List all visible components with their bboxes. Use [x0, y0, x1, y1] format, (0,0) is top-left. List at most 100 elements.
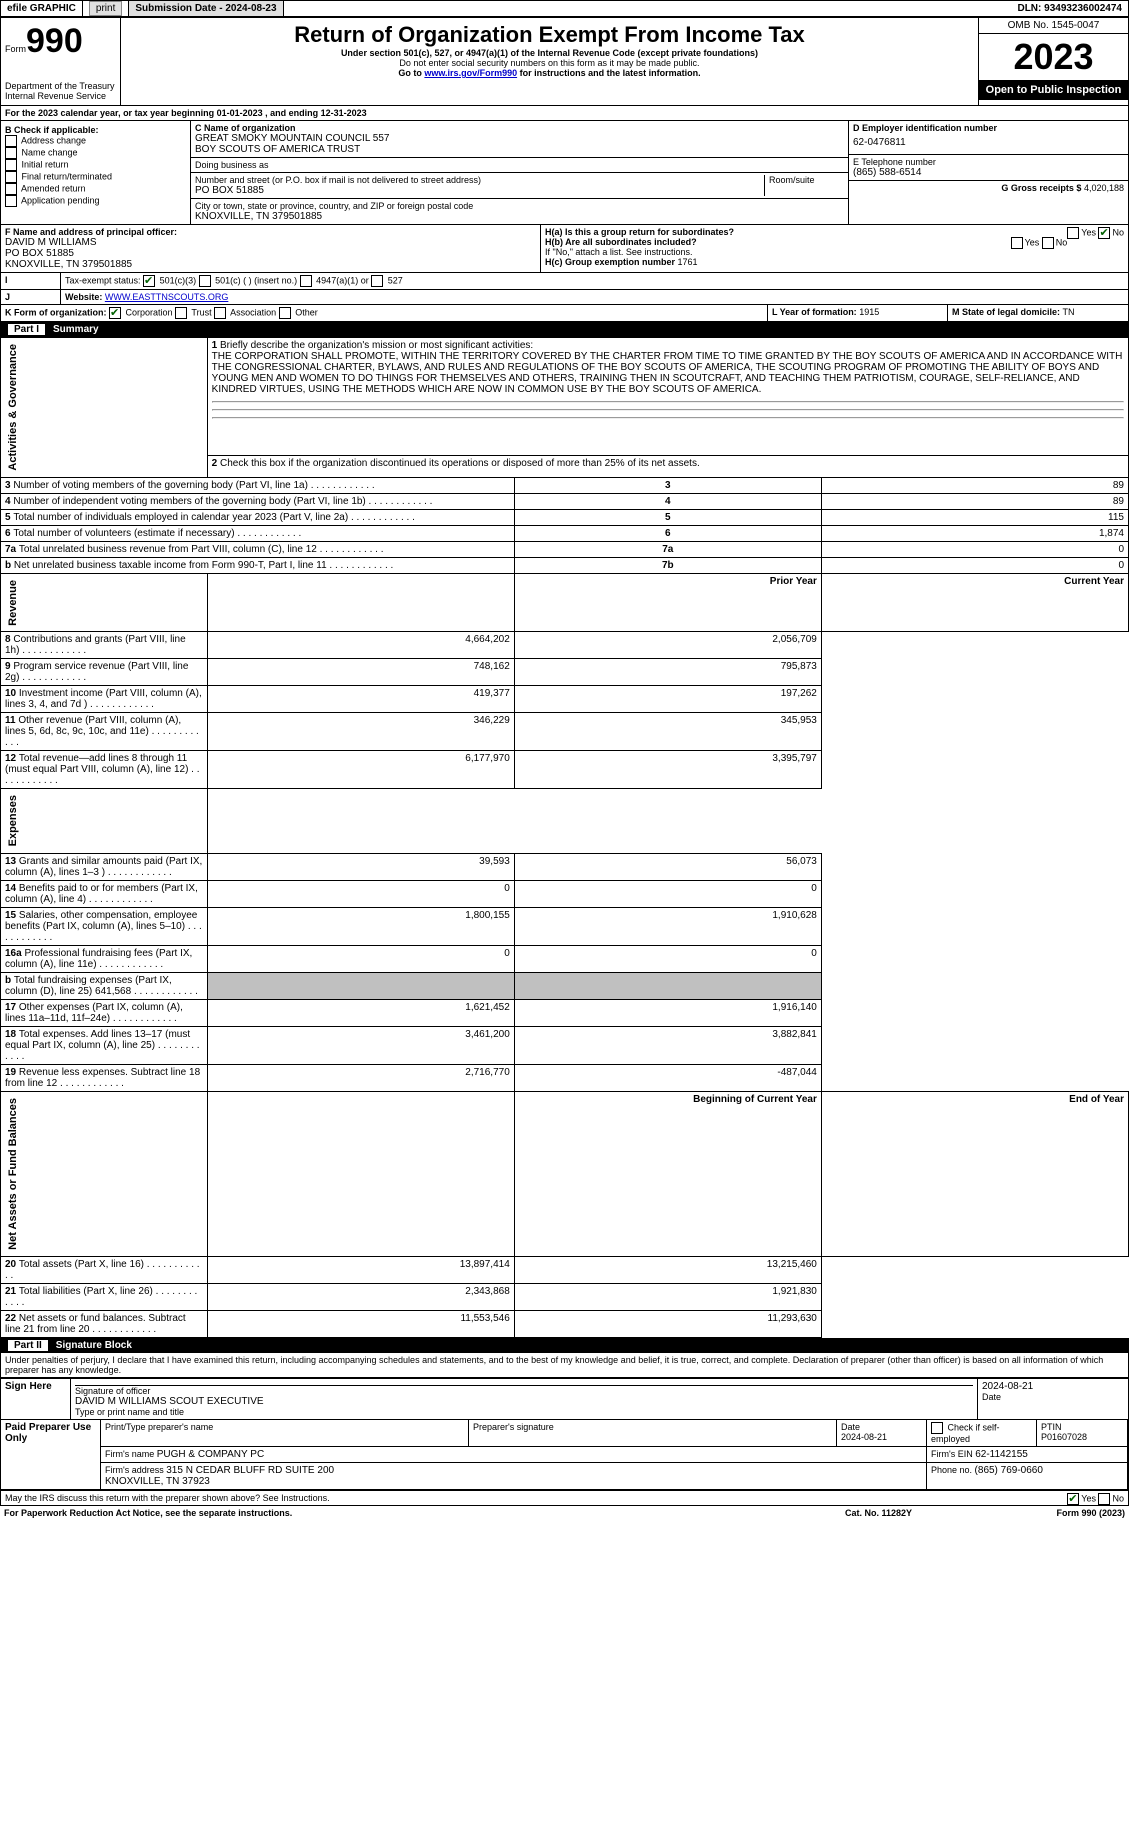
addr-label: Number and street (or P.O. box if mail i… [195, 175, 764, 185]
summary-table: Activities & Governance 1 Briefly descri… [0, 337, 1129, 1338]
irs-link[interactable]: www.irs.gov/Form990 [424, 68, 517, 78]
officer-label: F Name and address of principal officer: [5, 227, 536, 237]
box-b-option[interactable]: Amended return [5, 183, 186, 195]
form-title: Return of Organization Exempt From Incom… [125, 22, 974, 48]
dba-label: Doing business as [191, 158, 848, 173]
side-activities: Activities & Governance [5, 340, 21, 475]
table-row: 15 Salaries, other compensation, employe… [1, 907, 1129, 945]
table-row: 9 Program service revenue (Part VIII, li… [1, 659, 1129, 686]
header-boxes: B Check if applicable: Address change Na… [0, 121, 1129, 225]
sign-here: Sign Here [1, 1379, 71, 1419]
box-h: H(a) Is this a group return for subordin… [541, 225, 1128, 272]
line-j: J Website: WWW.EASTTNSCOUTS.ORG [0, 290, 1129, 305]
box-b-option[interactable]: Final return/terminated [5, 171, 186, 183]
phone-label: E Telephone number [853, 157, 1124, 167]
ha-label: H(a) Is this a group return for subordin… [545, 227, 734, 237]
phone: (865) 588-6514 [853, 167, 1124, 178]
box-fh: F Name and address of principal officer:… [0, 225, 1129, 273]
box-b-option[interactable]: Name change [5, 147, 186, 159]
table-row: b Net unrelated business taxable income … [1, 557, 1129, 573]
form-label: Form [5, 44, 26, 54]
subtitle-1: Under section 501(c), 527, or 4947(a)(1)… [125, 48, 974, 58]
table-row: 10 Investment income (Part VIII, column … [1, 686, 1129, 713]
discuss-row: May the IRS discuss this return with the… [0, 1491, 1129, 1506]
hdr-beg: Beginning of Current Year [514, 1091, 821, 1256]
table-row: 11 Other revenue (Part VIII, column (A),… [1, 713, 1129, 751]
table-row: 7a Total unrelated business revenue from… [1, 541, 1129, 557]
hc-label: H(c) Group exemption number [545, 257, 678, 267]
box-b: B Check if applicable: Address change Na… [1, 121, 191, 224]
part2-header: Part IISignature Block [0, 1338, 1129, 1353]
line-klm: K Form of organization: Corporation Trus… [0, 305, 1129, 322]
ein: 62-0476811 [853, 133, 1124, 152]
table-row: 21 Total liabilities (Part X, line 26)2,… [1, 1283, 1129, 1310]
paid-preparer: Paid Preparer Use Only [1, 1420, 101, 1489]
box-b-title: B Check if applicable: [5, 125, 186, 135]
prep-sig-label: Preparer's signature [469, 1420, 837, 1446]
q1-label: Briefly describe the organization's miss… [220, 340, 533, 351]
city-label: City or town, state or province, country… [195, 201, 844, 211]
hdr-curr: Current Year [821, 573, 1128, 632]
efile-label: efile GRAPHIC [1, 1, 83, 16]
table-row: b Total fundraising expenses (Part IX, c… [1, 972, 1129, 999]
gross-receipts: G Gross receipts $ 4,020,188 [849, 181, 1128, 195]
dln: DLN: 93493236002474 [1011, 1, 1128, 16]
part1-header: Part ISummary [0, 322, 1129, 337]
hdr-end: End of Year [821, 1091, 1128, 1256]
form-org-label: K Form of organization: [5, 307, 107, 317]
box-b-option[interactable]: Initial return [5, 159, 186, 171]
city: KNOXVILLE, TN 379501885 [195, 211, 844, 222]
q2-label: Check this box if the organization disco… [220, 458, 700, 469]
submission-date: Submission Date - 2024-08-23 [129, 1, 283, 16]
table-row: 17 Other expenses (Part IX, column (A), … [1, 999, 1129, 1026]
open-to-public: Open to Public Inspection [979, 80, 1128, 100]
table-row: 4 Number of independent voting members o… [1, 493, 1129, 509]
addr: PO BOX 51885 [195, 185, 764, 196]
top-bar: efile GRAPHIC print Submission Date - 20… [0, 0, 1129, 17]
signature-block: Sign Here Signature of officer DAVID M W… [0, 1378, 1129, 1491]
table-row: 12 Total revenue—add lines 8 through 11 … [1, 751, 1129, 789]
table-row: 5 Total number of individuals employed i… [1, 509, 1129, 525]
website-link[interactable]: WWW.EASTTNSCOUTS.ORG [105, 292, 229, 302]
hb-label: H(b) Are all subordinates included? [545, 237, 697, 247]
sig-declaration: Under penalties of perjury, I declare th… [0, 1353, 1129, 1378]
print-button[interactable]: print [89, 1, 122, 16]
tax-year: 2023 [979, 34, 1128, 80]
side-revenue: Revenue [5, 576, 21, 630]
table-row: 18 Total expenses. Add lines 13–17 (must… [1, 1026, 1129, 1064]
table-row: 20 Total assets (Part X, line 16)13,897,… [1, 1256, 1129, 1283]
mission-text: THE CORPORATION SHALL PROMOTE, WITHIN TH… [212, 351, 1123, 395]
side-expenses: Expenses [5, 791, 21, 850]
box-deg: D Employer identification number 62-0476… [848, 121, 1128, 224]
box-b-option[interactable]: Address change [5, 135, 186, 147]
subtitle-2: Do not enter social security numbers on … [125, 58, 974, 68]
sig-title-label: Type or print name and title [75, 1407, 973, 1417]
tax-status-label: Tax-exempt status: [65, 275, 141, 285]
ein-label: D Employer identification number [853, 123, 1124, 133]
prep-name-label: Print/Type preparer's name [101, 1420, 469, 1446]
table-row: 8 Contributions and grants (Part VIII, l… [1, 632, 1129, 659]
org-name-label: C Name of organization [195, 123, 844, 133]
sig-officer-label: Signature of officer [75, 1386, 973, 1396]
dept-treasury: Department of the Treasury Internal Reve… [5, 81, 116, 101]
room-label: Room/suite [764, 175, 844, 196]
footer: For Paperwork Reduction Act Notice, see … [0, 1506, 1129, 1520]
box-b-option[interactable]: Application pending [5, 195, 186, 207]
table-row: 19 Revenue less expenses. Subtract line … [1, 1064, 1129, 1091]
website-label: Website: [65, 292, 105, 302]
sig-date: 2024-08-21 [982, 1381, 1124, 1392]
table-row: 22 Net assets or fund balances. Subtract… [1, 1310, 1129, 1337]
line-a: For the 2023 calendar year, or tax year … [0, 106, 1129, 121]
sig-officer-name: DAVID M WILLIAMS SCOUT EXECUTIVE [75, 1396, 973, 1407]
table-row: 16a Professional fundraising fees (Part … [1, 945, 1129, 972]
subtitle-3: Go to www.irs.gov/Form990 for instructio… [125, 68, 974, 78]
side-net: Net Assets or Fund Balances [5, 1094, 21, 1254]
table-row: 14 Benefits paid to or for members (Part… [1, 880, 1129, 907]
table-row: 13 Grants and similar amounts paid (Part… [1, 853, 1129, 880]
officer: DAVID M WILLIAMS PO BOX 51885 KNOXVILLE,… [5, 237, 536, 270]
firm-name: PUGH & COMPANY PC [157, 1449, 264, 1460]
omb-number: OMB No. 1545-0047 [979, 18, 1128, 34]
table-row: 6 Total number of volunteers (estimate i… [1, 525, 1129, 541]
hdr-prior: Prior Year [514, 573, 821, 632]
sig-date-label: Date [982, 1392, 1124, 1402]
